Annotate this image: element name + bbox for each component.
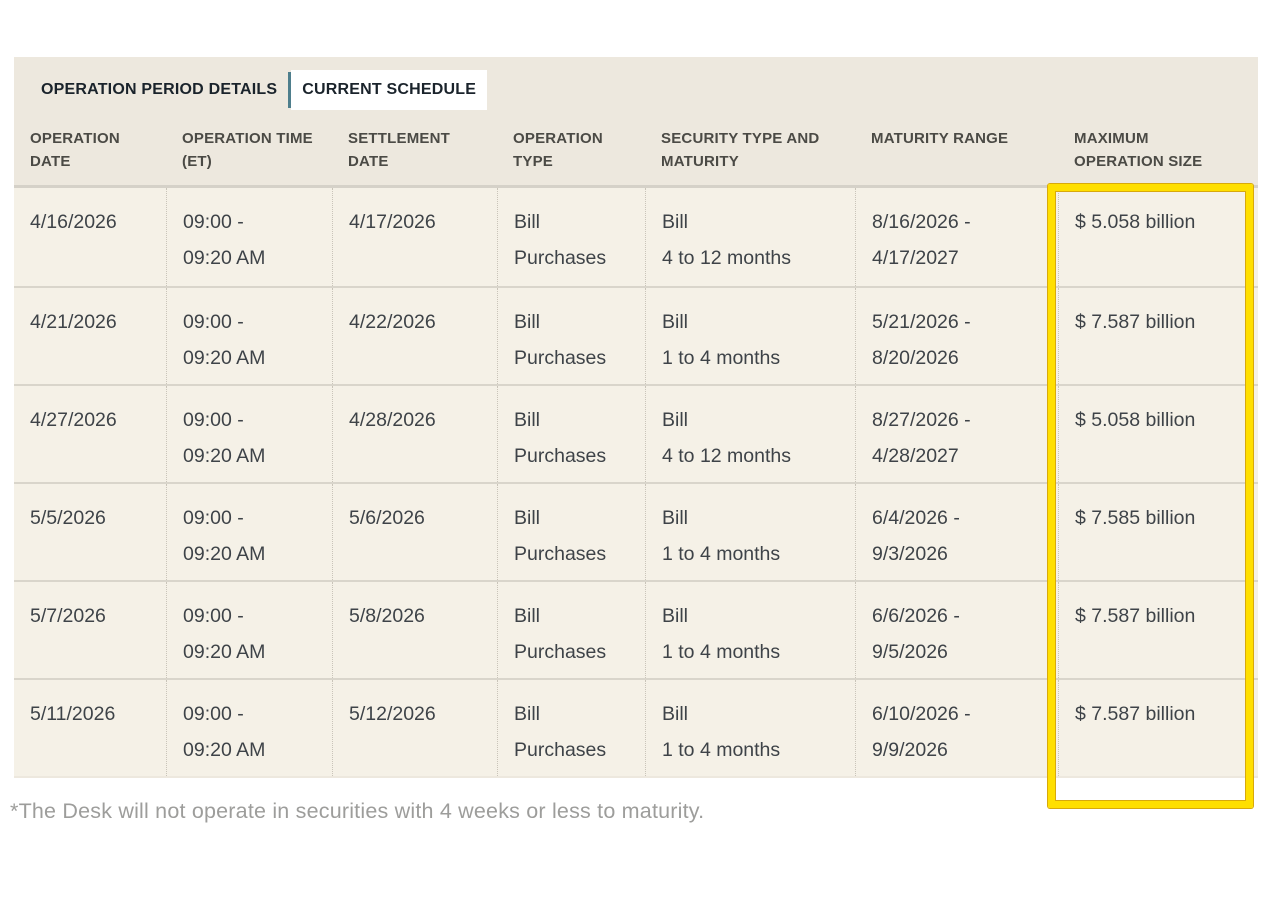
cell-operation-time: 09:00 - 09:20 AM: [166, 288, 332, 384]
cell-maturity-range: 6/6/2026 - 9/5/2026: [855, 582, 1058, 678]
schedule-panel: OPERATION PERIOD DETAILS CURRENT SCHEDUL…: [14, 57, 1258, 778]
cell-maturity-range: 8/27/2026 - 4/28/2027: [855, 386, 1058, 482]
cell-operation-type: Bill Purchases: [497, 288, 645, 384]
cell-max-operation-size: $ 7.587 billion: [1058, 680, 1258, 776]
cell-max-operation-size: $ 7.587 billion: [1058, 582, 1258, 678]
cell-max-operation-size: $ 7.587 billion: [1058, 288, 1258, 384]
table-body: 4/16/2026 09:00 - 09:20 AM 4/17/2026 Bil…: [14, 188, 1258, 776]
tab-operation-period-details[interactable]: OPERATION PERIOD DETAILS: [41, 81, 278, 98]
cell-maturity-range: 5/21/2026 - 8/20/2026: [855, 288, 1058, 384]
tab-divider: [288, 72, 292, 108]
cell-max-operation-size: $ 7.585 billion: [1058, 484, 1258, 580]
cell-operation-time: 09:00 - 09:20 AM: [166, 680, 332, 776]
column-header-maturity-range: MATURITY RANGE: [871, 130, 1009, 147]
table-header-row: OPERATION DATE OPERATION TIME (ET) SETTL…: [14, 127, 1258, 173]
cell-operation-type: Bill Purchases: [497, 484, 645, 580]
cell-operation-time: 09:00 - 09:20 AM: [166, 188, 332, 286]
cell-operation-date: 4/27/2026: [30, 409, 117, 431]
table-row: 5/11/2026 09:00 - 09:20 AM 5/12/2026 Bil…: [14, 678, 1258, 776]
cell-security-type: Bill 1 to 4 months: [645, 582, 855, 678]
column-header-max-operation-size: MAXIMUM OPERATION SIZE: [1074, 130, 1203, 170]
cell-settlement-date: 4/17/2026: [332, 188, 497, 286]
cell-max-operation-size: $ 5.058 billion: [1058, 386, 1258, 482]
cell-settlement-date: 5/8/2026: [332, 582, 497, 678]
tab-bar: OPERATION PERIOD DETAILS CURRENT SCHEDUL…: [30, 70, 488, 110]
cell-max-operation-size: $ 5.058 billion: [1058, 188, 1258, 286]
cell-operation-date: 4/21/2026: [30, 311, 117, 333]
table-row: 4/16/2026 09:00 - 09:20 AM 4/17/2026 Bil…: [14, 188, 1258, 286]
column-header-operation-date: OPERATION DATE: [30, 130, 120, 170]
cell-security-type: Bill 1 to 4 months: [645, 680, 855, 776]
cell-operation-type: Bill Purchases: [497, 188, 645, 286]
header-separator: [14, 185, 1258, 188]
cell-operation-type: Bill Purchases: [497, 582, 645, 678]
cell-maturity-range: 6/10/2026 - 9/9/2026: [855, 680, 1058, 776]
tab-current-schedule[interactable]: CURRENT SCHEDULE: [291, 70, 488, 110]
cell-security-type: Bill 1 to 4 months: [645, 288, 855, 384]
cell-operation-time: 09:00 - 09:20 AM: [166, 582, 332, 678]
cell-maturity-range: 6/4/2026 - 9/3/2026: [855, 484, 1058, 580]
cell-settlement-date: 4/28/2026: [332, 386, 497, 482]
cell-operation-type: Bill Purchases: [497, 680, 645, 776]
cell-security-type: Bill 4 to 12 months: [645, 386, 855, 482]
column-header-security-type: SECURITY TYPE AND MATURITY: [661, 130, 820, 170]
table-row: 5/7/2026 09:00 - 09:20 AM 5/8/2026 Bill …: [14, 580, 1258, 678]
cell-security-type: Bill 1 to 4 months: [645, 484, 855, 580]
column-header-operation-time: OPERATION TIME (ET): [182, 130, 313, 170]
cell-maturity-range: 8/16/2026 - 4/17/2027: [855, 188, 1058, 286]
column-header-settlement-date: SETTLEMENT DATE: [348, 130, 450, 170]
table-row: 4/21/2026 09:00 - 09:20 AM 4/22/2026 Bil…: [14, 286, 1258, 384]
cell-operation-date: 4/16/2026: [30, 211, 117, 233]
cell-operation-date: 5/7/2026: [30, 605, 106, 627]
table-row: 5/5/2026 09:00 - 09:20 AM 5/6/2026 Bill …: [14, 482, 1258, 580]
footnote: *The Desk will not operate in securities…: [10, 799, 705, 823]
cell-settlement-date: 5/6/2026: [332, 484, 497, 580]
cell-operation-date: 5/5/2026: [30, 507, 106, 529]
cell-operation-type: Bill Purchases: [497, 386, 645, 482]
cell-settlement-date: 4/22/2026: [332, 288, 497, 384]
column-header-operation-type: OPERATION TYPE: [513, 130, 603, 170]
cell-security-type: Bill 4 to 12 months: [645, 188, 855, 286]
cell-operation-date: 5/11/2026: [30, 703, 116, 725]
cell-operation-time: 09:00 - 09:20 AM: [166, 484, 332, 580]
cell-settlement-date: 5/12/2026: [332, 680, 497, 776]
cell-operation-time: 09:00 - 09:20 AM: [166, 386, 332, 482]
table-row: 4/27/2026 09:00 - 09:20 AM 4/28/2026 Bil…: [14, 384, 1258, 482]
